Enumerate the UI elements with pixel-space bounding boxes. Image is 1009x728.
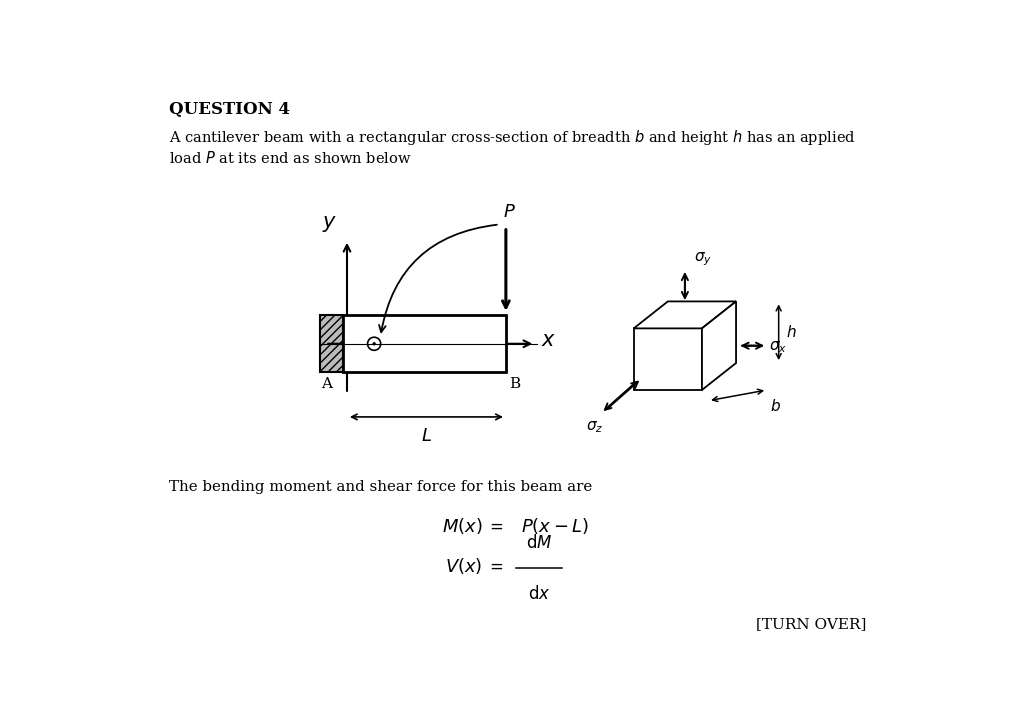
- Text: $\mathrm{d}x$: $\mathrm{d}x$: [528, 585, 551, 603]
- Text: load $P$ at its end as shown below: load $P$ at its end as shown below: [169, 150, 412, 166]
- Polygon shape: [634, 328, 702, 390]
- Text: $M(x)$: $M(x)$: [442, 516, 482, 537]
- Text: $\sigma_x$: $\sigma_x$: [770, 339, 787, 355]
- Text: QUESTION 4: QUESTION 4: [169, 101, 290, 118]
- Text: $y$: $y$: [323, 215, 337, 234]
- Text: B: B: [509, 377, 520, 391]
- Bar: [343, 315, 506, 372]
- Polygon shape: [702, 301, 736, 390]
- Text: $=$: $=$: [485, 558, 502, 575]
- Text: A: A: [322, 377, 332, 391]
- Polygon shape: [634, 301, 736, 328]
- Text: [TURN OVER]: [TURN OVER]: [756, 617, 867, 631]
- Text: $L$: $L$: [421, 427, 432, 445]
- Text: $=$: $=$: [485, 518, 502, 535]
- Circle shape: [372, 342, 375, 346]
- Text: $P$: $P$: [502, 203, 516, 221]
- Text: $V(x)$: $V(x)$: [445, 556, 482, 577]
- Text: The bending moment and shear force for this beam are: The bending moment and shear force for t…: [169, 480, 592, 494]
- Text: $b$: $b$: [770, 397, 781, 414]
- Text: $x$: $x$: [541, 331, 556, 350]
- Text: $\sigma_y$: $\sigma_y$: [694, 250, 712, 268]
- Text: A cantilever beam with a rectangular cross-section of breadth $b$ and height $h$: A cantilever beam with a rectangular cro…: [169, 128, 856, 147]
- FancyArrowPatch shape: [379, 225, 496, 332]
- Text: $\mathrm{d}M$: $\mathrm{d}M$: [526, 534, 553, 552]
- Text: $P(x - L)$: $P(x - L)$: [522, 516, 589, 537]
- Text: $h$: $h$: [786, 324, 796, 340]
- Bar: [320, 315, 343, 372]
- Text: $\sigma_z$: $\sigma_z$: [585, 419, 603, 435]
